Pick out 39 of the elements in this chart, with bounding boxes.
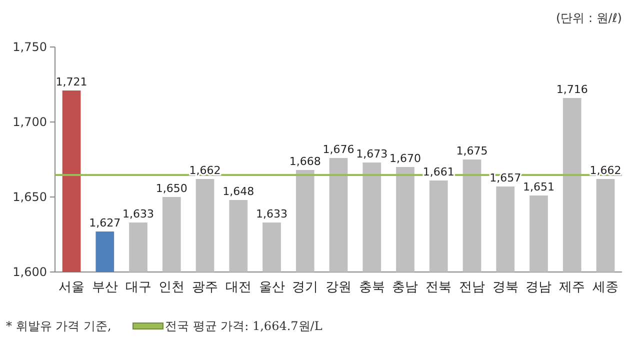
x-tick-label: 강원 <box>326 280 352 295</box>
data-label: 1,721 <box>56 76 88 88</box>
x-tick-label: 서울 <box>58 280 85 295</box>
x-tick-label: 전남 <box>458 280 485 295</box>
data-label: 1,648 <box>222 185 254 198</box>
data-label: 1,673 <box>356 148 388 160</box>
data-label: 1,651 <box>522 180 554 194</box>
data-label: 1,670 <box>389 152 421 165</box>
x-tick-label: 충남 <box>392 280 418 295</box>
x-tick-label: 울산 <box>258 280 285 295</box>
data-label: 1,675 <box>456 144 488 158</box>
y-tick-label: 1,750 <box>12 40 47 54</box>
x-tick-label: 충북 <box>358 280 385 295</box>
data-label: 1,650 <box>156 182 188 195</box>
y-tick-label: 1,650 <box>12 190 47 204</box>
x-tick-label: 인천 <box>158 280 185 295</box>
x-tick-label: 제주 <box>559 280 586 295</box>
x-tick-label: 광주 <box>192 280 218 295</box>
y-tick-label: 1,700 <box>12 115 47 130</box>
x-tick-label: 전북 <box>426 280 452 295</box>
text: (단위 : 원/ℓ) <box>556 11 622 25</box>
x-tick-label: 경기 <box>292 280 318 295</box>
data-label: 1,668 <box>289 155 321 168</box>
data-label: 1,633 <box>256 208 288 220</box>
x-tick-label: 경남 <box>526 280 552 295</box>
legend-label: 전국 평균 가격: 1,664.7원/L <box>165 319 322 333</box>
data-label: 1,676 <box>322 143 354 156</box>
data-label: 1,662 <box>590 164 622 177</box>
x-tick-label: 경북 <box>492 280 518 295</box>
data-label: 1,716 <box>556 83 588 96</box>
data-label: 1,633 <box>122 208 154 220</box>
x-tick-label: 세종 <box>592 280 618 295</box>
data-label: 1,662 <box>189 164 221 177</box>
x-tick-label: 부산 <box>92 280 118 295</box>
data-label: 1,627 <box>89 216 121 230</box>
text: * 휘발유 가격 기준, <box>6 319 112 333</box>
x-tick-label: 대전 <box>225 280 252 295</box>
x-tick-label: 대구 <box>125 280 152 295</box>
y-tick-label: 1,600 <box>12 265 47 280</box>
